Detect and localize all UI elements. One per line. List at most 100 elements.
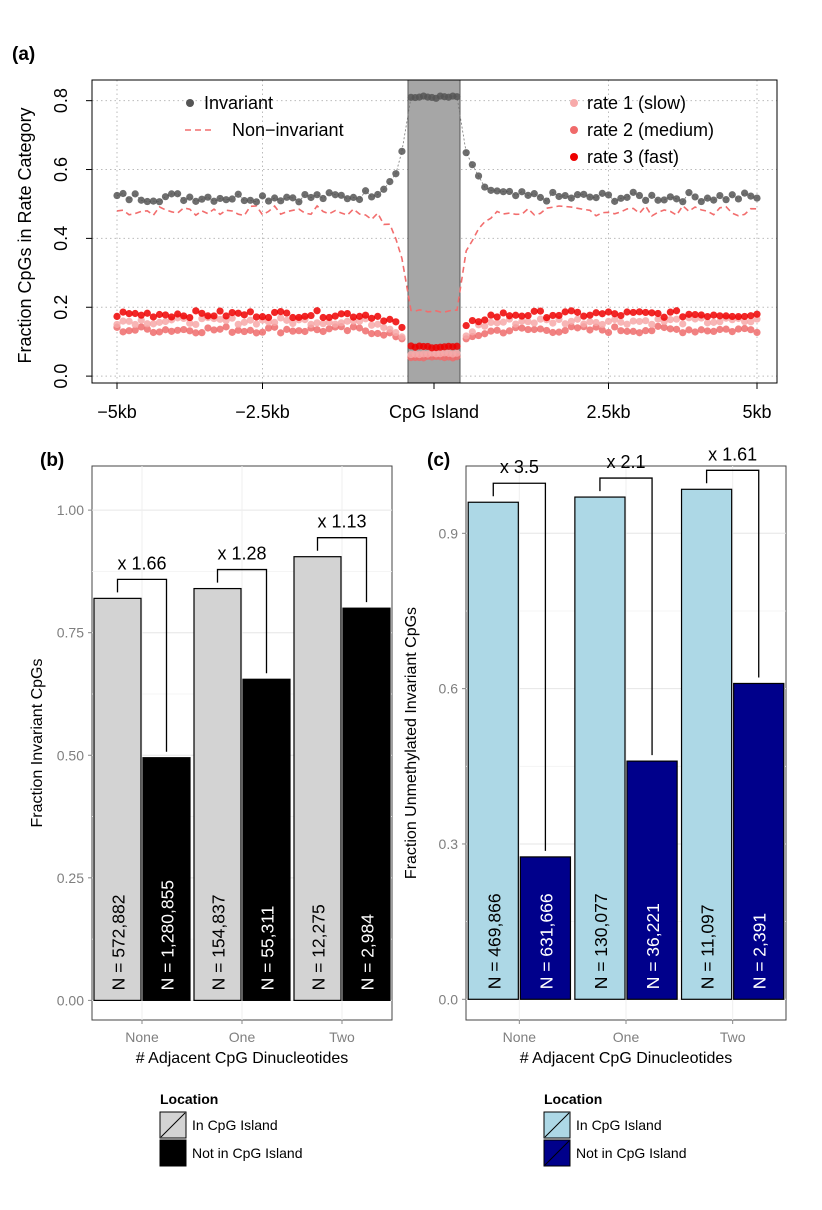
rate-point [161,326,170,334]
rate-point [642,327,650,335]
rate-point [264,313,273,322]
rate-point [137,323,145,331]
y-tick-label: 0.25 [57,870,84,886]
rate-point [753,328,761,337]
rate-point [703,319,712,327]
rate-point [283,325,291,333]
rate-point [228,309,236,317]
n-label-not-in-island: N = 631,666 [536,893,556,989]
rate-point [666,308,674,316]
rate-point [113,320,121,329]
rate-point [186,319,194,327]
invariant-point [337,191,345,199]
rate-point [307,320,315,328]
invariant-point [258,192,267,200]
rate-point [355,317,364,325]
invariant-point [277,197,285,205]
invariant-point [295,198,303,206]
rate-point [648,320,656,328]
invariant-point [623,193,631,201]
rate-point [598,326,606,334]
rate-point [753,310,761,318]
rate-point [716,318,724,326]
rate-point [679,329,687,337]
rate-point [174,310,182,318]
invariant-point [131,190,139,198]
legend-invariant-swatch [186,99,194,107]
rate-point [246,316,254,324]
rate-point [143,320,151,328]
rate-point [192,329,200,337]
rate-point [536,325,545,333]
rate-point [343,327,351,335]
rate-point [319,320,327,328]
rate-point [210,326,218,334]
rate-point [654,309,662,318]
rate-point [319,327,327,336]
rate-point [216,315,224,323]
legend-rate-swatch [570,126,578,134]
legend-item-label: Not in CpG Island [576,1145,687,1161]
invariant-point [216,194,224,203]
legend-item-label: In CpG Island [576,1117,662,1133]
ratio-bracket [116,578,168,752]
rate-point [586,326,594,334]
invariant-point [617,194,625,202]
rate-point [697,326,705,334]
bar-in-cpg-island [680,488,733,1000]
rate-point [337,319,345,327]
rate-point [374,312,382,320]
rate-point [728,327,736,336]
rate-point [567,323,575,331]
rate-point [149,313,157,321]
invariant-point [716,191,724,200]
rate-point [167,327,176,335]
bar-not-in-cpg-island [242,678,291,1001]
invariant-point [228,195,236,203]
ratio-bracket [216,568,268,674]
legend-title: Location [160,1091,218,1107]
rate-point [567,307,575,315]
y-tick-label: 0.6 [439,681,459,697]
panel-c-letter: (c) [427,450,450,471]
legend-item-label: Not in CpG Island [192,1145,303,1161]
invariant-point [210,197,218,205]
non-invariant-series-line [116,204,758,313]
rate-point [530,319,538,327]
rate-point [368,314,376,322]
rate-point [703,327,712,335]
legend-rate-swatch [570,153,578,161]
invariant-point [374,190,382,199]
rate-point [210,312,218,320]
invariant-point [635,191,644,200]
rate-point [386,325,394,333]
rate-point [567,317,575,325]
rate-point [222,323,230,331]
rate-point [536,315,545,323]
rate-point [349,323,358,331]
rate-point [246,326,254,334]
rate-point [343,309,351,318]
rate-point [380,331,388,339]
y-tick-label: 0.50 [57,747,84,763]
rate-point [604,328,613,337]
invariant-point [642,196,650,205]
n-label-not-in-island: N = 2,984 [358,914,378,991]
invariant-point [493,187,501,195]
invariant-point [186,193,194,201]
invariant-point [555,192,563,201]
rate-point [462,321,470,330]
rate-point [530,325,538,334]
rate-point [313,326,321,334]
n-label-in-island: N = 154,837 [209,895,229,991]
rate-point [361,327,370,335]
y-tick-label: 0.00 [57,992,84,1008]
rate-point [228,328,236,336]
invariant-point [741,189,749,197]
rate-point [505,312,514,320]
rate-point [277,307,285,316]
invariant-point [392,170,400,178]
n-label-not-in-island: N = 55,311 [258,906,278,991]
n-label-not-in-island: N = 1,280,855 [158,880,178,990]
rate-point [611,310,619,318]
